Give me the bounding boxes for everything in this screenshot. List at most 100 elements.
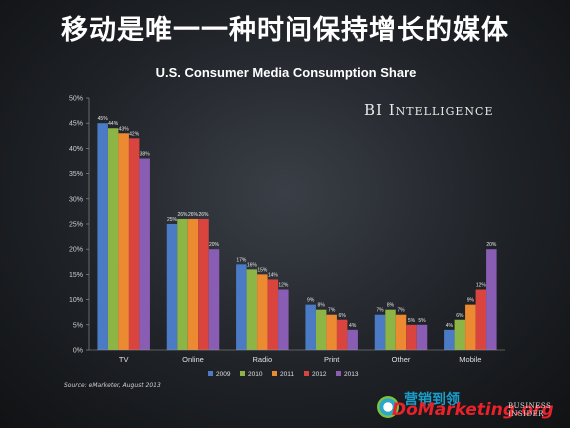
x-tick-label: Print: [324, 355, 340, 364]
business-insider-logo: BUSINESS INSIDER: [508, 402, 551, 418]
legend-swatch: [208, 371, 213, 376]
bar: [326, 314, 337, 350]
business-insider-line2: INSIDER: [508, 410, 544, 418]
bar-value-label: 42%: [129, 131, 140, 137]
legend-swatch: [272, 371, 277, 376]
legend-swatch: [336, 371, 341, 376]
bar-value-label: 9%: [307, 298, 315, 304]
legend-swatch: [240, 371, 245, 376]
bar-value-label: 12%: [476, 283, 487, 289]
y-axis: 0% 5% 10% 15% 20% 25% 30% 35% 40% 45% 50%: [69, 96, 90, 355]
y-tick-label: 40%: [69, 146, 83, 153]
bar-value-label: 17%: [236, 257, 247, 263]
bar: [97, 123, 108, 350]
y-tick-label: 45%: [69, 121, 83, 128]
bar-value-label: 25%: [167, 217, 178, 223]
bar-value-label: 16%: [247, 262, 258, 268]
bar-value-label: 15%: [257, 267, 268, 273]
bar-value-label: 6%: [339, 313, 347, 319]
x-tick-label: Online: [182, 355, 204, 364]
legend-label: 2009: [216, 371, 231, 378]
y-tick-label: 5%: [73, 322, 83, 329]
bar-value-label: 43%: [119, 126, 130, 132]
y-tick-label: 25%: [69, 222, 83, 229]
bar: [107, 128, 119, 350]
business-insider-line1: BUSINESS: [508, 402, 552, 410]
legend-label: 2011: [280, 371, 294, 378]
y-tick-label: 35%: [69, 171, 83, 178]
bar-value-label: 20%: [486, 242, 497, 248]
watermark-cn-text: 营销到领: [404, 392, 460, 408]
bar: [166, 224, 178, 350]
x-tick-label: Mobile: [459, 355, 481, 364]
bar-value-label: 5%: [408, 318, 416, 324]
bar: [406, 324, 417, 350]
bar-value-label: 8%: [318, 303, 326, 309]
bar-value-label: 20%: [209, 242, 220, 248]
bar: [444, 329, 455, 350]
bar: [385, 309, 396, 350]
x-tick-label: TV: [119, 355, 129, 364]
x-tick-label: Radio: [253, 355, 273, 364]
bar: [395, 314, 407, 350]
bar: [246, 269, 258, 350]
bar: [416, 324, 428, 350]
bar: [267, 279, 279, 350]
bar-series: 45%44%43%42%38%25%26% 26% 26%20%17%16%15%1…: [97, 116, 497, 350]
page-headline: 移动是唯一一种时间保持增长的媒体: [61, 15, 509, 46]
bar: [198, 218, 209, 350]
y-tick-label: 15%: [69, 272, 83, 279]
bar-value-label: 26%: [177, 212, 188, 218]
bar: [208, 249, 220, 350]
bar: [347, 329, 358, 350]
bar: [454, 319, 466, 350]
y-tick-label: 30%: [69, 196, 83, 203]
chart-title: U.S. Consumer Media Consumption Share: [156, 65, 417, 80]
bar-value-label: 5%: [418, 318, 426, 324]
legend-swatch: [304, 371, 309, 376]
bar: [128, 138, 140, 350]
y-tick-label: 50%: [69, 96, 83, 103]
bar-value-label: 44%: [108, 121, 119, 127]
bar-value-label: 7%: [397, 308, 405, 314]
bar: [177, 218, 188, 350]
y-tick-label: 10%: [69, 297, 83, 304]
bar-value-label: 7%: [376, 308, 384, 314]
y-tick-label: 0%: [73, 348, 83, 355]
bar: [315, 309, 327, 350]
bar-value-label: 14%: [268, 272, 279, 278]
legend-label: 2012: [312, 371, 327, 378]
bar: [374, 314, 386, 350]
bar-value-label: 26%: [198, 212, 209, 218]
legend-label: 2010: [248, 371, 263, 378]
bar-value-label: 4%: [349, 323, 357, 329]
bar: [187, 218, 199, 350]
bar-value-label: 26%: [188, 212, 199, 218]
x-axis: TV Online Radio Print Other Mobile: [89, 349, 505, 364]
bar: [118, 133, 129, 350]
watermark-logo-icon: [377, 396, 399, 418]
bar: [257, 274, 268, 350]
bar: [305, 304, 316, 350]
bar: [486, 249, 497, 350]
bar-value-label: 12%: [278, 283, 289, 289]
y-tick-label: 20%: [69, 247, 83, 254]
bi-intelligence-brand: BI Intelligence: [364, 101, 494, 119]
source-note: Source: eMarketer, August 2013: [64, 382, 161, 389]
x-tick-label: Other: [392, 355, 411, 364]
bar: [139, 158, 150, 350]
bar: [236, 264, 247, 350]
legend-label: 2013: [344, 371, 359, 378]
legend: 2009 2010 2011 2012 2013: [208, 371, 359, 378]
bar-value-label: 8%: [387, 303, 395, 309]
bar: [475, 289, 487, 350]
bar: [465, 304, 476, 350]
bar: [278, 289, 289, 350]
bar-value-label: 9%: [467, 298, 475, 304]
bar-value-label: 6%: [456, 313, 464, 319]
bar-value-label: 38%: [140, 151, 151, 157]
bar-value-label: 7%: [328, 308, 336, 314]
bar-value-label: 45%: [98, 116, 109, 122]
bar: [336, 319, 348, 350]
